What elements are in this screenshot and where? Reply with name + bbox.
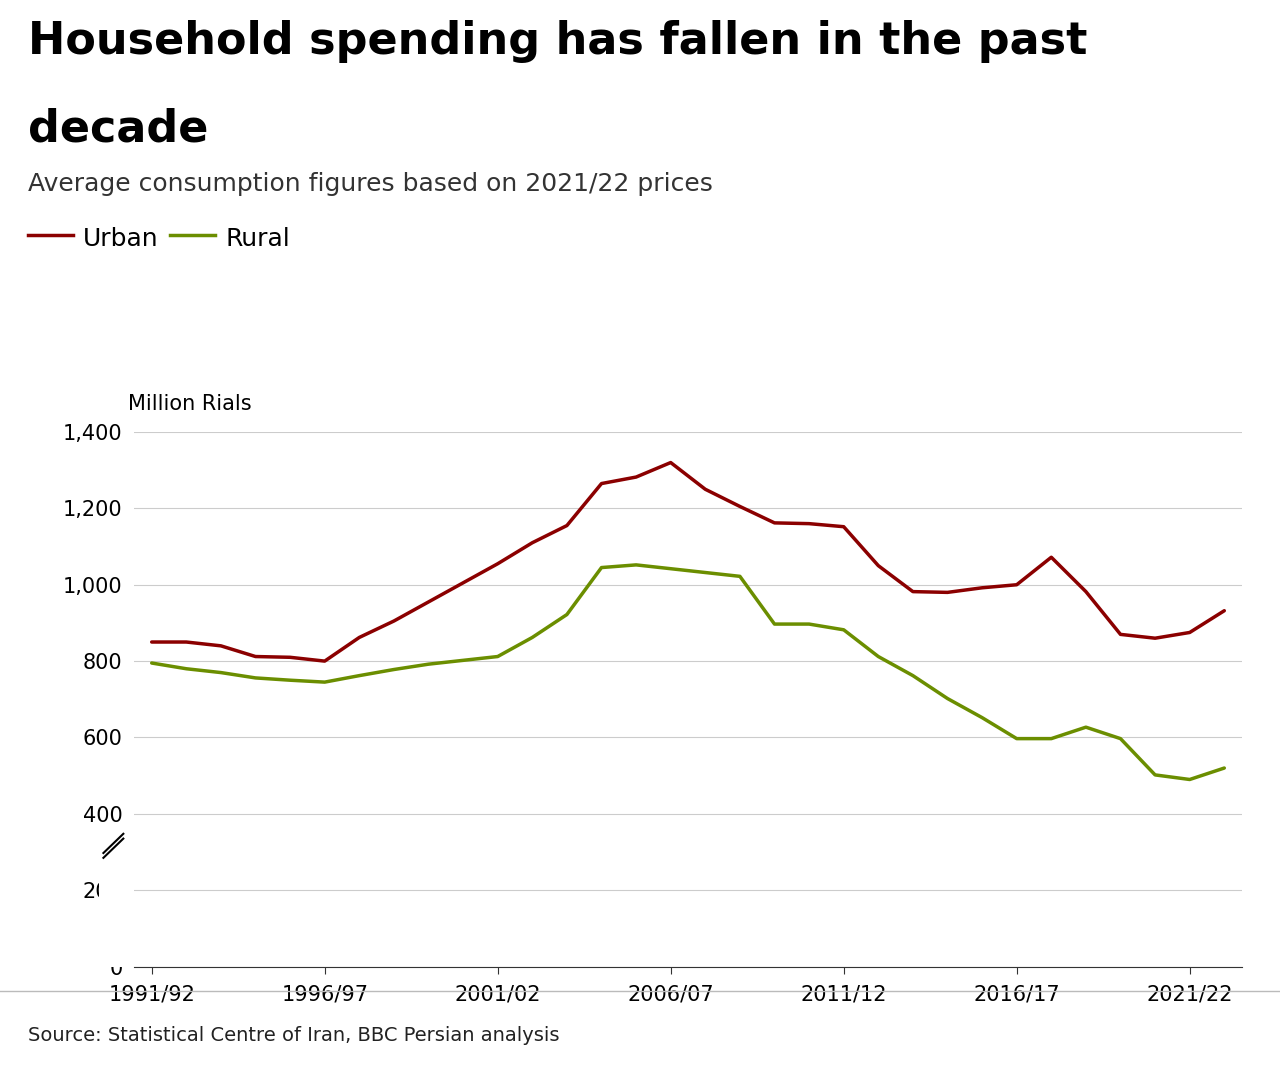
Text: Source: Statistical Centre of Iran, BBC Persian analysis: Source: Statistical Centre of Iran, BBC … — [28, 1026, 559, 1045]
Text: Household spending has fallen in the past: Household spending has fallen in the pas… — [28, 21, 1088, 63]
Bar — [99, 858, 127, 967]
Text: B: B — [1181, 1028, 1199, 1048]
Text: Average consumption figures based on 2021/22 prices: Average consumption figures based on 202… — [28, 172, 713, 195]
Text: Million Rials: Million Rials — [128, 393, 252, 414]
Text: decade: decade — [28, 108, 209, 151]
Text: B: B — [1135, 1028, 1153, 1048]
Text: Urban: Urban — [83, 228, 159, 252]
Text: Rural: Rural — [225, 228, 291, 252]
Text: C: C — [1229, 1028, 1244, 1048]
